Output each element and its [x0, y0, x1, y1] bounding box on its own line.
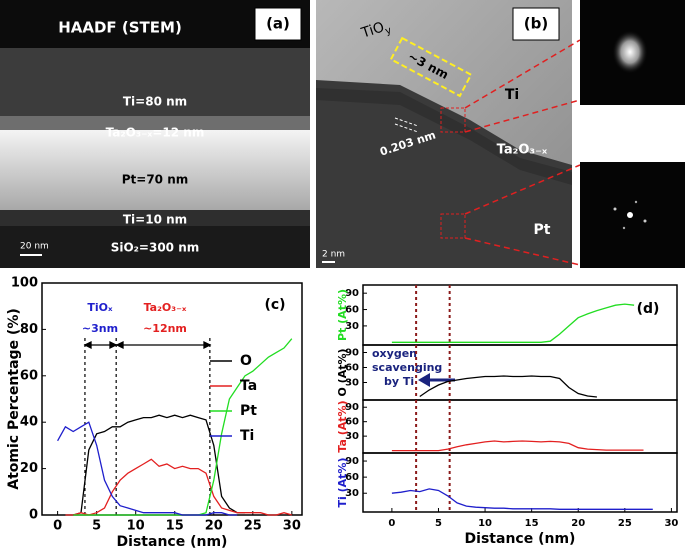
x-axis-label: Distance (nm) [117, 534, 228, 550]
y-tick-label: 80 [20, 322, 38, 337]
series-line [57, 421, 238, 516]
plot-frame [362, 452, 678, 513]
y-tick-label: 100 [11, 276, 38, 291]
x-tick-label: 5 [435, 518, 442, 529]
panel-label: (b) [524, 15, 548, 33]
scale-bar-label: 2 nm [322, 250, 345, 260]
layer-label: Pt=70 nm [122, 173, 189, 187]
x-tick-label: 15 [166, 519, 184, 534]
y-tick-label: 90 [345, 348, 359, 359]
series-line [391, 488, 653, 510]
phase-label: TiO [359, 19, 387, 42]
annotation: TiOₓ [87, 301, 113, 314]
legend-label: Pt [240, 403, 257, 419]
micrograph-b: (b) TiOy ~3 nm 0.203 nm Ti Ta₂O₃₋ₓ Pt 2 … [316, 0, 685, 268]
series-line [65, 458, 292, 516]
y-tick-label: 30 [345, 378, 359, 389]
plot-frame [41, 282, 303, 516]
annotation: oxygen [372, 347, 417, 360]
annotation: ~3nm [82, 322, 118, 335]
x-tick-label: 0 [388, 518, 395, 529]
panel-label: (d) [637, 301, 660, 317]
x-tick-label: 25 [244, 519, 262, 534]
y-axis-label: Atomic Percentage (%) [6, 308, 22, 489]
series-line [419, 375, 597, 398]
layer-label: Ta₂O₃₋ₓ [497, 143, 548, 158]
layer-label: Pt [534, 222, 551, 238]
layer-label: Ti=80 nm [123, 95, 187, 109]
x-tick-label: 30 [283, 519, 301, 534]
y-tick-label: 60 [345, 417, 359, 428]
legend-label: O [240, 353, 252, 369]
legend-label: Ti [240, 428, 254, 444]
scale-bar-label: 20 nm [20, 242, 49, 252]
plot-frame [362, 399, 678, 454]
micrograph-a: HAADF (STEM) (a) Ti=80 nm Ta₂O₃₋ₓ=12 nm … [0, 0, 310, 268]
series-line [391, 440, 644, 452]
x-tick-label: 30 [664, 518, 678, 529]
y-tick-label: 90 [345, 288, 359, 299]
x-tick-label: 10 [478, 518, 492, 529]
y-axis-label: Ti (At%) [336, 458, 349, 508]
series-line [391, 303, 635, 343]
legend-label: Ta [240, 378, 257, 394]
y-axis-label: Pt (At%) [336, 289, 349, 341]
layer-label: Ta₂O₃₋ₓ=12 nm [106, 126, 205, 140]
x-tick-label: 20 [205, 519, 223, 534]
y-tick-label: 30 [345, 488, 359, 499]
y-tick-label: 90 [345, 456, 359, 467]
y-axis-label: O (At%) [336, 348, 349, 396]
x-tick-label: 10 [127, 519, 145, 534]
x-tick-label: 0 [53, 519, 62, 534]
y-tick-label: 20 [20, 461, 38, 476]
profile-annotations: (c) TiOₓ ~3nm Ta₂O₃₋ₓ ~12nm [82, 297, 286, 350]
y-axis-label: Ta (At%) [336, 400, 349, 452]
y-tick-label: 40 [20, 415, 38, 430]
layer-label: SiO₂=300 nm [111, 241, 200, 255]
panel-label: (a) [266, 15, 290, 33]
y-tick-label: 60 [345, 472, 359, 483]
series-line [73, 338, 293, 516]
y-tick-label: 30 [345, 431, 359, 442]
y-tick-label: 60 [345, 305, 359, 316]
panel-label: (c) [264, 297, 285, 313]
plot-frame [362, 284, 678, 346]
profile-annotations: (d) oxygen scavenging by Ti [372, 301, 659, 388]
phase-subscript: y [384, 25, 393, 37]
series-line [73, 414, 245, 516]
annotation: Ta₂O₃₋ₓ [144, 301, 187, 314]
phase-label: TiOy [359, 17, 393, 44]
annotation: scavenging [372, 361, 442, 374]
y-tick-label: 30 [345, 321, 359, 332]
layer-label: Ti [505, 87, 519, 103]
image-title: HAADF (STEM) [58, 19, 182, 37]
x-tick-label: 15 [525, 518, 539, 529]
x-tick-label: 25 [618, 518, 632, 529]
y-tick-label: 90 [345, 402, 359, 413]
layer-label: Ti=10 nm [123, 213, 187, 227]
annotation: by Ti [384, 375, 414, 388]
y-tick-label: 60 [345, 363, 359, 374]
annotation: ~12nm [143, 322, 187, 335]
x-tick-label: 5 [92, 519, 101, 534]
y-tick-label: 60 [20, 368, 38, 383]
x-tick-label: 20 [571, 518, 585, 529]
x-axis-label: Distance (nm) [465, 531, 576, 547]
y-tick-label: 0 [29, 508, 38, 523]
